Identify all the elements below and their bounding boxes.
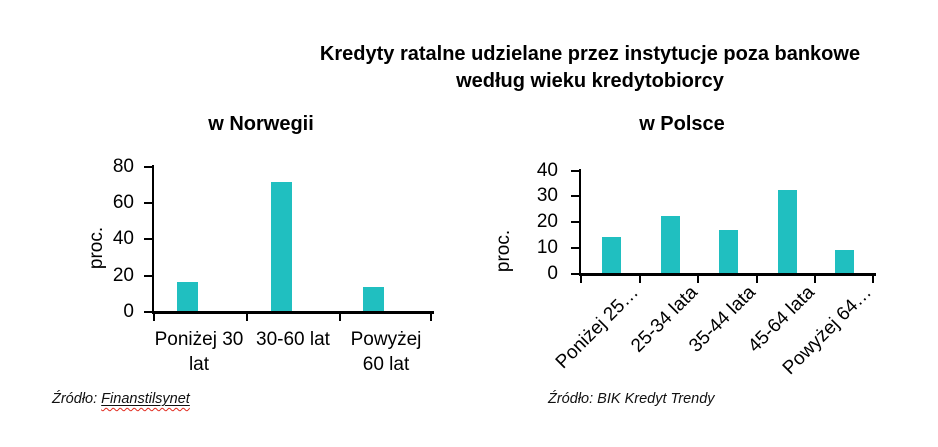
page-title-line2: według wieku kredytobiorcy [456, 70, 724, 92]
norway-chart-title: w Norwegii [208, 113, 314, 135]
x-axis-line [151, 311, 434, 314]
y-tick-label: 30 [536, 185, 558, 206]
x-tick-mark [246, 311, 248, 321]
x-category-label: Powyżej 60 lat [325, 327, 447, 377]
bar [602, 237, 621, 273]
y-tick-label: 40 [536, 160, 558, 181]
source-prefix: Źródło: [52, 391, 102, 407]
y-tick-label: 20 [112, 265, 134, 286]
page-title-line1: Kredyty ratalne udzielane przez instytuc… [319, 43, 861, 65]
x-tick-mark [756, 273, 758, 283]
x-tick-mark [430, 311, 432, 321]
poland-source-note: Źródło: BIK Kredyt Trendy [548, 391, 715, 407]
x-tick-mark [339, 311, 341, 321]
bar [661, 216, 680, 273]
source-link-text[interactable]: Finanstilsynet [101, 391, 190, 407]
x-tick-mark [580, 273, 582, 283]
y-tick-mark [571, 170, 579, 172]
y-tick-mark [144, 311, 152, 313]
y-tick-label: 20 [536, 211, 558, 232]
poland-chart-title: w Polsce [639, 113, 725, 135]
page-title: Kredyty ratalne udzielane przez instytuc… [242, 41, 938, 95]
bar [363, 287, 384, 311]
bar [271, 182, 292, 311]
y-tick-mark [571, 195, 579, 197]
x-category-label-line: 60 lat [362, 354, 410, 375]
x-category-label: Poniżej 30 lat [138, 327, 260, 377]
x-category-label: 30-60 lat [232, 327, 354, 352]
y-tick-label: 80 [112, 156, 134, 177]
x-category-label-line: 30-60 lat [256, 329, 330, 350]
x-tick-mark [153, 311, 155, 321]
bar [177, 282, 198, 311]
x-tick-mark [639, 273, 641, 283]
y-tick-mark [571, 273, 579, 275]
x-tick-mark [697, 273, 699, 283]
y-tick-label: 10 [536, 237, 558, 258]
y-tick-label: 60 [112, 192, 134, 213]
y-tick-mark [144, 275, 152, 277]
y-axis-line [578, 169, 581, 276]
x-category-label-line: lat [188, 354, 210, 375]
y-tick-mark [144, 166, 152, 168]
y-tick-mark [571, 247, 579, 249]
y-tick-mark [571, 221, 579, 223]
y-tick-label: 0 [123, 301, 134, 322]
source-link[interactable]: Finanstilsynet [101, 391, 190, 407]
x-category-label-line: Powyżej [350, 329, 422, 350]
y-tick-label: 40 [112, 228, 134, 249]
y-tick-mark [144, 238, 152, 240]
y-axis-line [151, 165, 154, 314]
x-tick-mark [872, 273, 874, 283]
norway-source-note: Źródło: Finanstilsynet [52, 391, 190, 407]
x-tick-mark [814, 273, 816, 283]
y-tick-mark [144, 202, 152, 204]
x-category-label-line: Poniżej 30 [154, 329, 244, 350]
bar [778, 190, 797, 273]
source-name: BIK Kredyt Trendy [597, 391, 715, 407]
source-prefix: Źródło: [548, 391, 598, 407]
bar [719, 230, 738, 273]
y-tick-label: 0 [547, 263, 558, 284]
x-axis-line [578, 273, 876, 276]
bar [835, 250, 854, 273]
